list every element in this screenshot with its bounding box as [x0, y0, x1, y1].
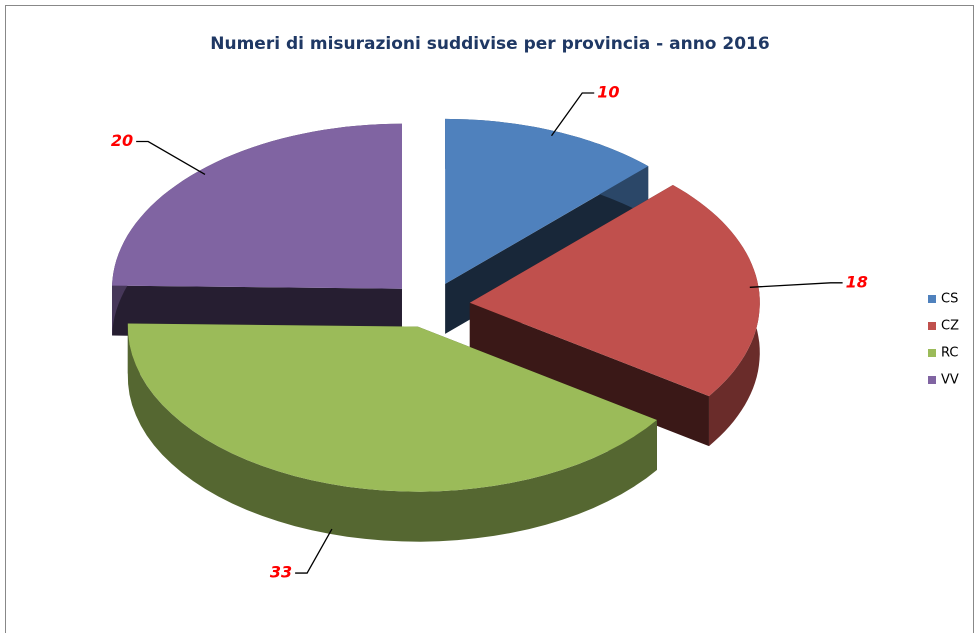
- legend-swatch: [928, 376, 936, 384]
- leader-line: [749, 282, 843, 288]
- slice-top: [112, 123, 402, 289]
- data-label: 20: [111, 131, 133, 150]
- legend-swatch: [928, 295, 936, 303]
- leader-line: [136, 140, 206, 176]
- legend-label: RC: [941, 346, 958, 361]
- leader-line: [295, 528, 333, 574]
- slice-outer-side: [127, 323, 657, 542]
- data-label: 33: [270, 563, 292, 582]
- slice: [127, 323, 657, 542]
- legend-swatch: [928, 322, 936, 330]
- slice-top: [469, 185, 760, 397]
- slice-top: [445, 118, 649, 284]
- data-label: 18: [846, 272, 868, 291]
- slice-top: [127, 323, 657, 492]
- chart-title: Numeri di misurazioni suddivise per prov…: [210, 34, 769, 54]
- legend-label: VV: [941, 373, 959, 388]
- leader-line: [550, 92, 595, 137]
- data-label: 10: [597, 83, 619, 102]
- legend-swatch: [928, 349, 936, 357]
- slice: [469, 184, 760, 447]
- legend-label: CS: [941, 292, 958, 307]
- legend-label: CZ: [941, 319, 959, 334]
- slice-radial-side: [469, 302, 709, 447]
